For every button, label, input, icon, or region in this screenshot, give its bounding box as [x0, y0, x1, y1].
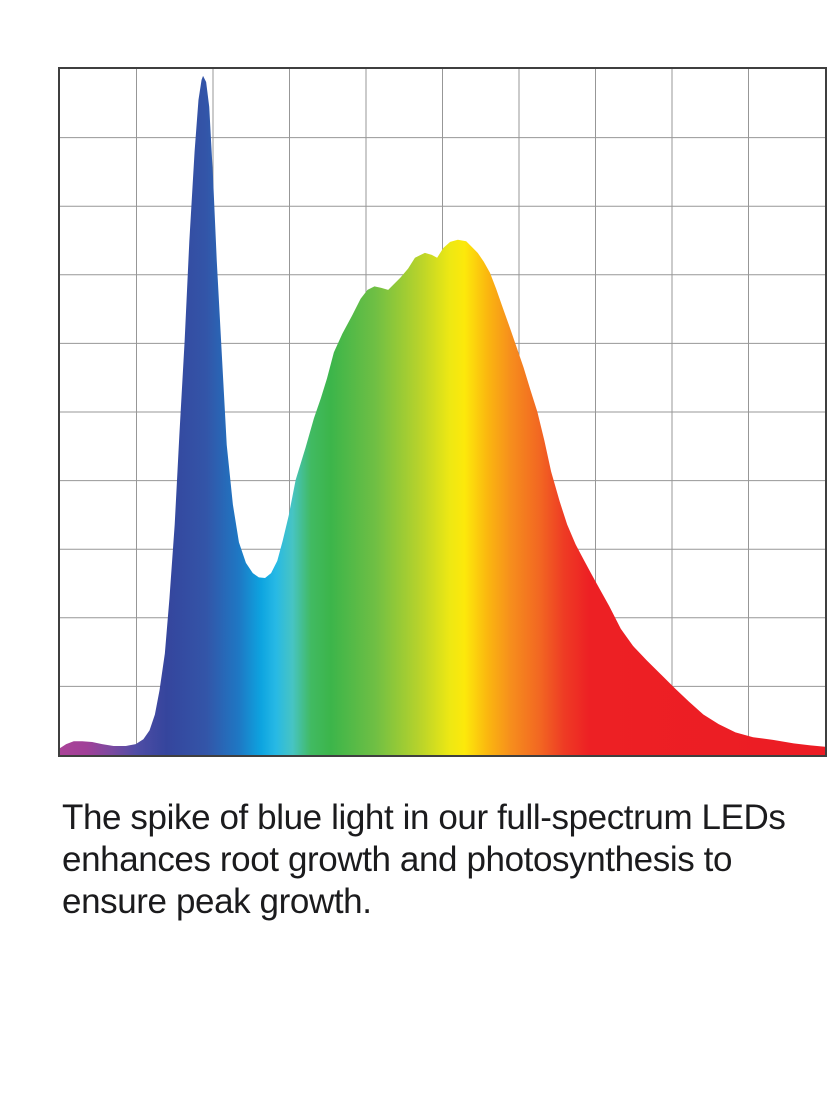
caption-line: The spike of blue light in our full-spec… [62, 798, 786, 837]
spectrum-svg [60, 69, 825, 755]
spectrum-chart [58, 67, 827, 757]
caption: The spike of blue light in our full-spec… [62, 797, 792, 923]
spectrum-area [60, 75, 825, 755]
caption-line: enhances root growth and photosynthesis … [62, 840, 733, 879]
caption-line: ensure peak growth. [62, 882, 372, 921]
